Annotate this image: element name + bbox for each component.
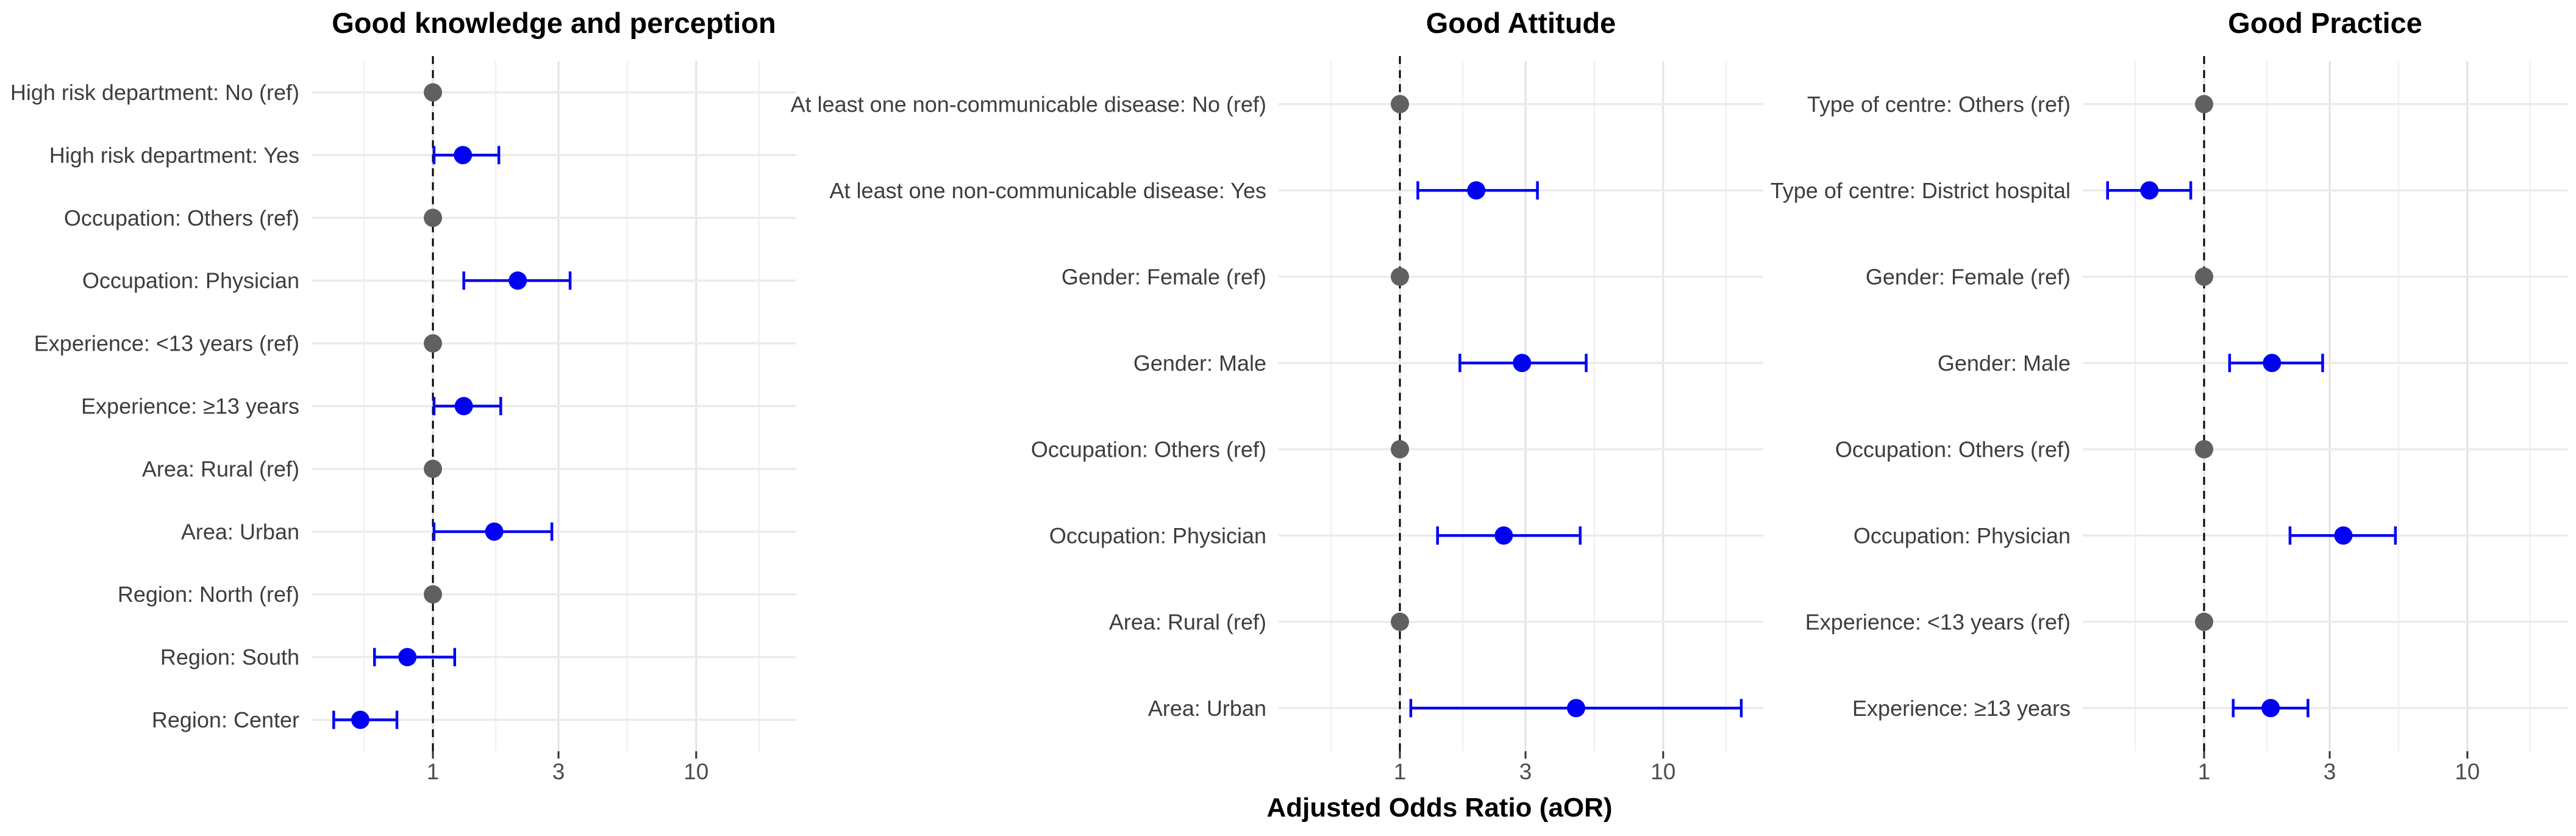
x-axis-tick-label: 3 [2324, 759, 2336, 784]
x-axis-tick-label: 3 [552, 759, 565, 784]
row-label: Region: South [160, 645, 299, 670]
aor-point [1567, 699, 1586, 718]
row-label: At least one non-communicable disease: N… [791, 91, 1266, 116]
reference-point [424, 209, 443, 227]
x-axis-tick-label: 10 [1650, 759, 1675, 784]
row-label: Occupation: Others (ref) [64, 205, 299, 230]
row-label: Area: Rural (ref) [1109, 609, 1266, 634]
row-label: Occupation: Physician [82, 268, 299, 293]
aor-point [454, 146, 473, 165]
x-axis-tick-label: 1 [2198, 759, 2211, 784]
aor-point [2334, 526, 2353, 545]
panel-title-good-attitude: Good Attitude [1425, 7, 1616, 39]
reference-point [1391, 612, 1410, 631]
row-label: Area: Urban [1148, 696, 1266, 721]
panel-title-good-practice: Good Practice [2228, 7, 2422, 39]
x-axis-tick-label: 1 [1394, 759, 1407, 784]
row-label: Gender: Female (ref) [1061, 264, 1266, 289]
row-label: Experience: <13 years (ref) [34, 331, 299, 356]
row-label: High risk department: No (ref) [10, 80, 299, 105]
panel-title-good-knowledge-and-perception: Good knowledge and perception [332, 7, 776, 39]
row-label: Occupation: Others (ref) [1835, 437, 2071, 462]
x-axis-tick-label: 3 [1519, 759, 1532, 784]
row-label: High risk department: Yes [49, 143, 299, 168]
row-label: Region: North (ref) [118, 582, 299, 607]
x-axis-tick-label: 10 [683, 759, 708, 784]
aor-point [1494, 526, 1513, 545]
row-label: Area: Rural (ref) [142, 456, 299, 481]
row-label: Type of centre: District hospital [1771, 178, 2071, 203]
aor-point [2261, 699, 2280, 718]
row-label: Occupation: Physician [1049, 523, 1266, 548]
aor-point [1513, 354, 1532, 373]
row-label: Gender: Female (ref) [1866, 264, 2071, 289]
reference-point [424, 334, 443, 353]
row-label: Experience: ≥13 years [1852, 696, 2071, 721]
aor-point [1467, 181, 1486, 200]
aor-point [508, 271, 527, 290]
aor-point [351, 710, 369, 729]
x-axis-tick-label: 10 [2455, 759, 2480, 784]
aor-point [485, 522, 504, 541]
reference-point [1391, 440, 1410, 459]
reference-point [2195, 267, 2214, 286]
reference-point [1391, 95, 1410, 113]
aor-point [2140, 181, 2159, 200]
reference-point [2195, 95, 2214, 113]
reference-point [2195, 440, 2214, 459]
aor-point [2263, 354, 2282, 373]
row-label: At least one non-communicable disease: Y… [830, 178, 1266, 203]
row-label: Region: Center [152, 707, 299, 732]
reference-point [424, 585, 443, 604]
x-axis-tick-label: 1 [427, 759, 440, 784]
row-label: Occupation: Physician [1854, 523, 2071, 548]
aor-point [454, 397, 473, 415]
aor-point [398, 648, 417, 666]
reference-point [424, 83, 443, 102]
row-label: Experience: <13 years (ref) [1805, 609, 2071, 634]
reference-point [1391, 267, 1410, 286]
row-label: Occupation: Others (ref) [1031, 437, 1266, 462]
x-axis-title: Adjusted Odds Ratio (aOR) [1266, 793, 1613, 823]
row-label: Gender: Male [1133, 351, 1266, 376]
reference-point [2195, 612, 2214, 631]
row-label: Area: Urban [181, 519, 299, 544]
reference-point [424, 459, 443, 478]
row-label: Experience: ≥13 years [81, 394, 299, 419]
row-label: Type of centre: Others (ref) [1807, 91, 2071, 116]
row-label: Gender: Male [1938, 351, 2071, 376]
